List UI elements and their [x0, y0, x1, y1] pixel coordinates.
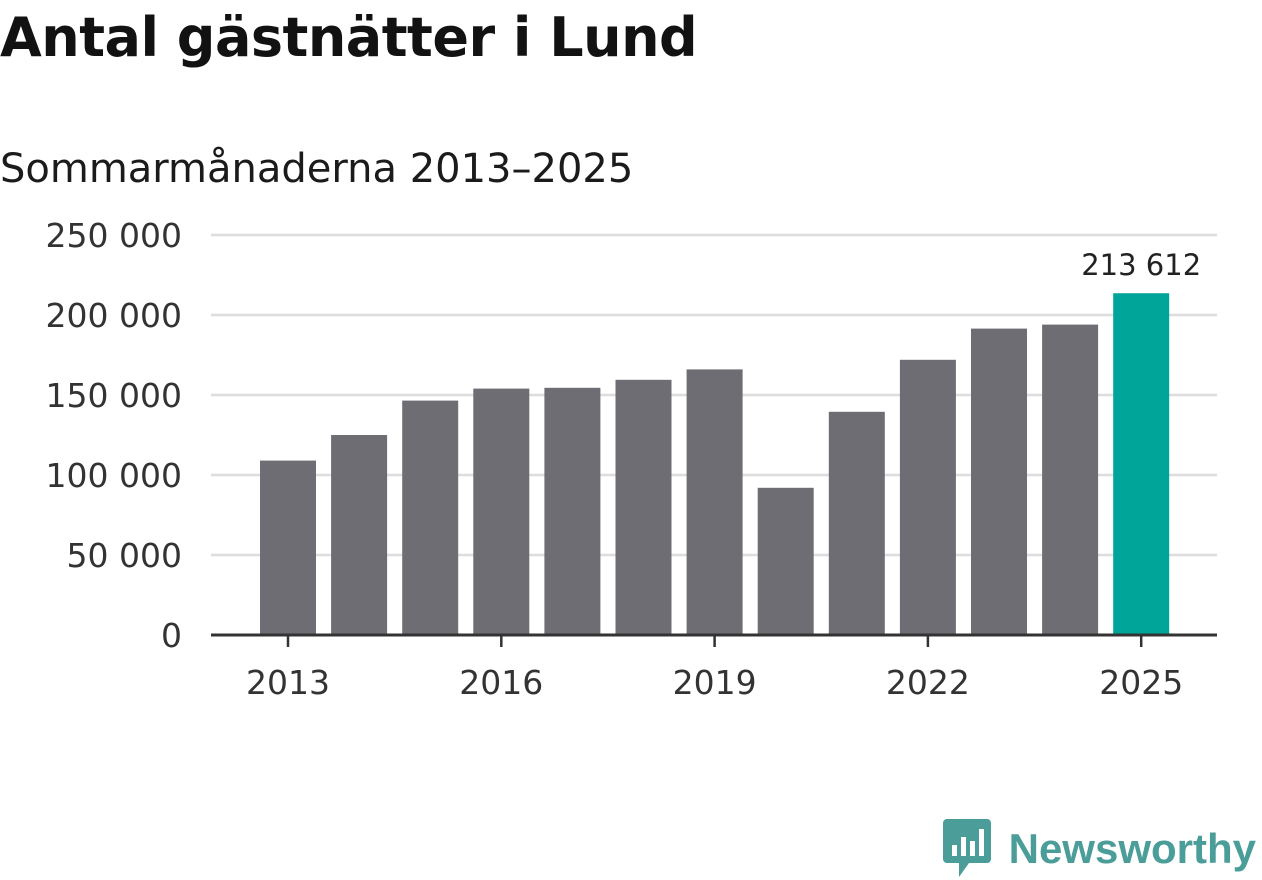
bars [260, 293, 1170, 635]
bar-2019 [686, 369, 743, 635]
bar-2018 [615, 379, 672, 635]
brand-logo: Newsworthy [942, 818, 1256, 880]
brand-name: Newsworthy [1008, 825, 1256, 872]
data-label: 213 612 [1081, 248, 1201, 282]
x-tick-label: 2019 [673, 663, 757, 702]
bar-2020 [757, 487, 814, 635]
axes [211, 633, 1217, 647]
y-tick-label: 50 000 [67, 536, 182, 575]
bar-2015 [402, 400, 459, 635]
y-tick-label: 0 [161, 616, 182, 655]
bar-2016 [473, 388, 530, 635]
bar-2014 [331, 435, 388, 635]
y-tick-label: 100 000 [46, 456, 182, 495]
y-tick-label: 250 000 [46, 216, 182, 255]
x-tick-label: 2013 [246, 663, 330, 702]
bar-2025 [1113, 293, 1170, 635]
bar-2021 [828, 411, 885, 635]
bar-2017 [544, 387, 601, 635]
bar-2022 [899, 359, 956, 635]
x-tick-label: 2022 [886, 663, 970, 702]
bar-2023 [971, 328, 1027, 635]
chart-title: Antal gästnätter i Lund [0, 6, 698, 69]
chart-subtitle: Sommarmånaderna 2013–2025 [0, 146, 634, 192]
x-tick-label: 2016 [459, 663, 543, 702]
bar-2013 [260, 460, 316, 635]
labels: 0 50 000 100 000 150 000 200 000 250 000 213 6… [46, 216, 1202, 702]
newsworthy-logo-icon [942, 819, 991, 877]
y-tick-label: 200 000 [46, 296, 182, 335]
y-tick-label: 150 000 [46, 376, 182, 415]
bar-2024 [1042, 324, 1099, 635]
x-tick-label: 2025 [1099, 663, 1183, 702]
